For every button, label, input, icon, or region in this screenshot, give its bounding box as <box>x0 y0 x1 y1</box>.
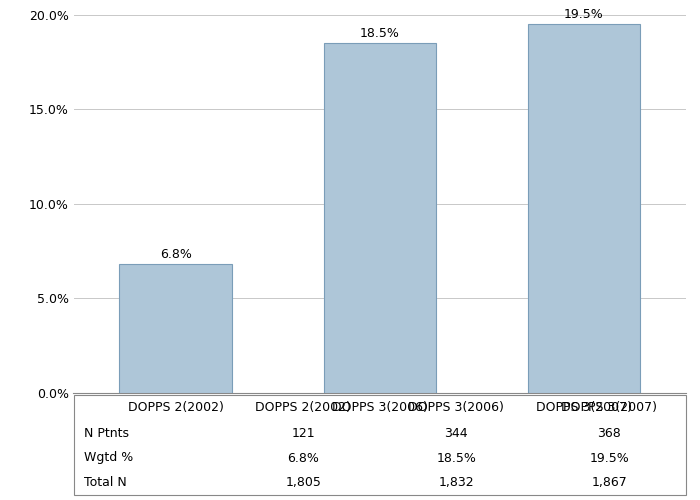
Text: 18.5%: 18.5% <box>436 452 476 464</box>
Text: 344: 344 <box>444 427 468 440</box>
Text: 368: 368 <box>598 427 622 440</box>
Text: DOPPS 3(2006): DOPPS 3(2006) <box>408 402 504 414</box>
Text: 18.5%: 18.5% <box>360 27 400 40</box>
Text: 19.5%: 19.5% <box>589 452 629 464</box>
Text: 1,805: 1,805 <box>286 476 321 489</box>
Text: 6.8%: 6.8% <box>287 452 319 464</box>
Text: 6.8%: 6.8% <box>160 248 192 261</box>
Text: DOPPS 3(2007): DOPPS 3(2007) <box>561 402 657 414</box>
Text: DOPPS 2(2002): DOPPS 2(2002) <box>256 402 351 414</box>
Text: 1,832: 1,832 <box>438 476 474 489</box>
Bar <box>528 24 640 392</box>
Text: 121: 121 <box>291 427 315 440</box>
Text: Wgtd %: Wgtd % <box>84 452 133 464</box>
Text: 1,867: 1,867 <box>592 476 627 489</box>
Text: N Ptnts: N Ptnts <box>84 427 129 440</box>
Bar <box>120 264 232 392</box>
Bar <box>323 44 436 393</box>
Text: 19.5%: 19.5% <box>564 8 604 21</box>
Text: Total N: Total N <box>84 476 127 489</box>
